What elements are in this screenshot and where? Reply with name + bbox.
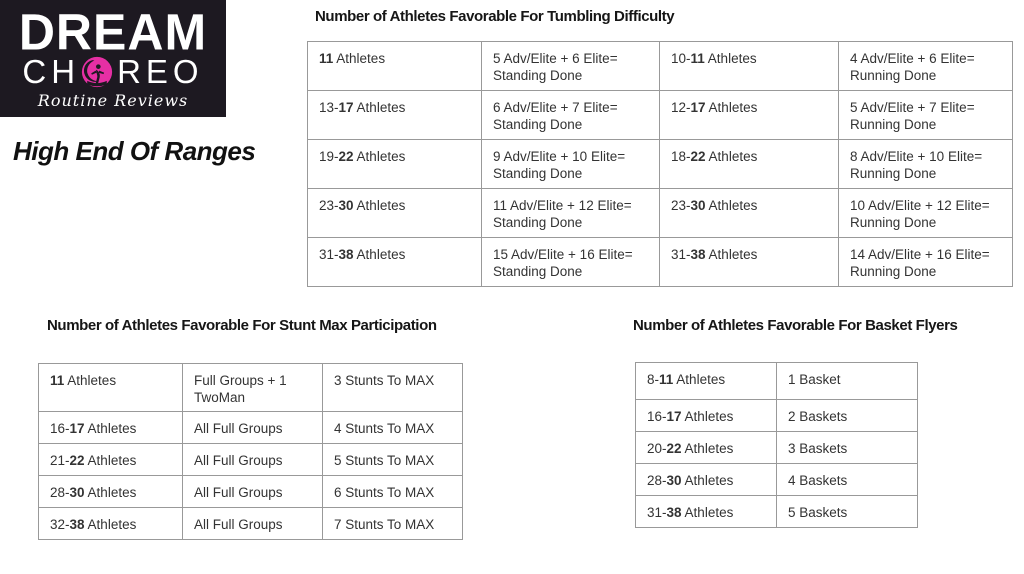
table-cell: All Full Groups (182, 475, 323, 508)
table-row: 31-38 Athletes 5 Baskets (635, 495, 918, 528)
table-row: 23-30 Athletes 11 Adv/Elite + 12 Elite= St… (307, 188, 1013, 238)
table-cell: 7 Stunts To MAX (322, 507, 463, 540)
table-cell: 6 Stunts To MAX (322, 475, 463, 508)
table-cell: 18-22 Athletes (659, 139, 839, 189)
table-cell: 4 Adv/Elite + 6 Elite= Running Done (838, 41, 1013, 91)
table-row: 20-22 Athletes 3 Baskets (635, 431, 918, 464)
dream-choreo-logo: DREAM CH REO Routine Reviews (0, 0, 226, 117)
table-cell: 5 Adv/Elite + 6 Elite= Standing Done (481, 41, 660, 91)
table-cell: 12-17 Athletes (659, 90, 839, 140)
table-row: 28-30 Athletes 4 Baskets (635, 463, 918, 496)
table-cell: 31-38 Athletes (307, 237, 482, 287)
table-row: 11 Athletes Full Groups + 1 TwoMan 3 Stunts… (38, 363, 463, 412)
table-cell: 4 Baskets (776, 463, 918, 496)
table-row: 19-22 Athletes 9 Adv/Elite + 10 Elite= Sta… (307, 139, 1013, 189)
table-row: 31-38 Athletes 15 Adv/Elite + 16 Elite= St… (307, 237, 1013, 287)
table-cell: All Full Groups (182, 443, 323, 476)
table-cell: 3 Baskets (776, 431, 918, 464)
table-cell: 23-30 Athletes (659, 188, 839, 238)
table-row: 13-17 Athletes 6 Adv/Elite + 7 Elite= Stan… (307, 90, 1013, 140)
table-cell: 20-22 Athletes (635, 431, 777, 464)
basket-flyers-table: 8-11 Athletes 1 Basket 16-17 Athletes 2 Bas… (635, 362, 918, 528)
basket-table-title: Number of Athletes Favorable For Basket … (633, 317, 958, 334)
table-cell: 23-30 Athletes (307, 188, 482, 238)
table-row: 32-38 Athletes All Full Groups 7 Stunts To… (38, 507, 463, 540)
table-cell: 13-17 Athletes (307, 90, 482, 140)
table-cell: 8 Adv/Elite + 10 Elite= Running Done (838, 139, 1013, 189)
table-cell: 11 Adv/Elite + 12 Elite= Standing Done (481, 188, 660, 238)
logo-choreo-right: REO (117, 52, 204, 90)
table-row: 21-22 Athletes All Full Groups 5 Stunts To… (38, 443, 463, 476)
table-cell: 11 Athletes (307, 41, 482, 91)
table-cell: Full Groups + 1 TwoMan (182, 363, 323, 412)
stunt-max-table: 11 Athletes Full Groups + 1 TwoMan 3 Stunts… (38, 363, 463, 540)
logo-word-dream: DREAM (18, 2, 208, 61)
table-cell: 9 Adv/Elite + 10 Elite= Standing Done (481, 139, 660, 189)
table-cell: 8-11 Athletes (635, 362, 777, 400)
table-row: 16-17 Athletes All Full Groups 4 Stunts To… (38, 411, 463, 444)
table-row: 16-17 Athletes 2 Baskets (635, 399, 918, 432)
tumbling-table: 11 Athletes 5 Adv/Elite + 6 Elite= Standin… (307, 41, 1013, 287)
stunt-table-title: Number of Athletes Favorable For Stunt M… (47, 317, 437, 334)
table-row: 8-11 Athletes 1 Basket (635, 362, 918, 400)
table-cell: 14 Adv/Elite + 16 Elite= Running Done (838, 237, 1013, 287)
logo-choreo-left: CH (22, 52, 81, 90)
table-cell: 15 Adv/Elite + 16 Elite= Standing Done (481, 237, 660, 287)
table-cell: 16-17 Athletes (635, 399, 777, 432)
table-cell: 10-11 Athletes (659, 41, 839, 91)
table-cell: 19-22 Athletes (307, 139, 482, 189)
logo-word-choreo: CH REO (22, 52, 204, 90)
table-cell: 5 Adv/Elite + 7 Elite= Running Done (838, 90, 1013, 140)
table-cell: 4 Stunts To MAX (322, 411, 463, 444)
page-title: High End Of Ranges (13, 136, 256, 166)
table-row: 11 Athletes 5 Adv/Elite + 6 Elite= Standin… (307, 41, 1013, 91)
table-cell: 32-38 Athletes (38, 507, 183, 540)
logo-tagline: Routine Reviews (37, 90, 189, 110)
table-cell: 11 Athletes (38, 363, 183, 412)
table-cell: 28-30 Athletes (635, 463, 777, 496)
table-cell: 1 Basket (776, 362, 918, 400)
table-cell: 28-30 Athletes (38, 475, 183, 508)
dancer-in-circle-icon (81, 56, 113, 87)
table-cell: 5 Baskets (776, 495, 918, 528)
table-cell: 6 Adv/Elite + 7 Elite= Standing Done (481, 90, 660, 140)
table-cell: 21-22 Athletes (38, 443, 183, 476)
table-cell: All Full Groups (182, 411, 323, 444)
table-cell: 16-17 Athletes (38, 411, 183, 444)
table-cell: 10 Adv/Elite + 12 Elite= Running Done (838, 188, 1013, 238)
table-cell: 5 Stunts To MAX (322, 443, 463, 476)
table-cell: 3 Stunts To MAX (322, 363, 463, 412)
tumbling-table-title: Number of Athletes Favorable For Tumblin… (315, 8, 675, 25)
table-row: 28-30 Athletes All Full Groups 6 Stunts To… (38, 475, 463, 508)
table-cell: 31-38 Athletes (659, 237, 839, 287)
table-cell: 31-38 Athletes (635, 495, 777, 528)
table-cell: 2 Baskets (776, 399, 918, 432)
table-cell: All Full Groups (182, 507, 323, 540)
